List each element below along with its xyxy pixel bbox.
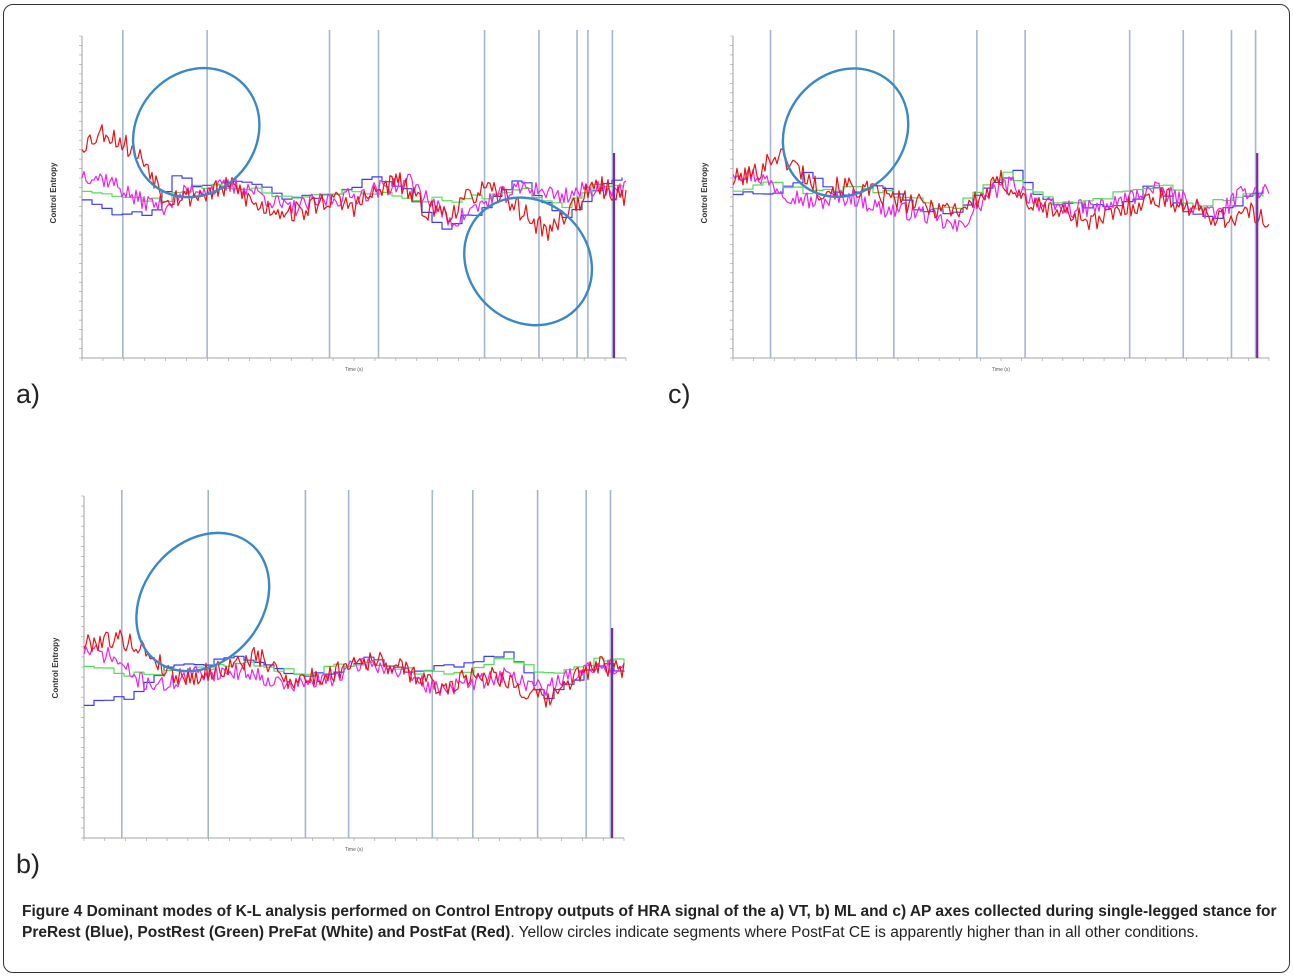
x-axis-label: Time (s): [992, 367, 1010, 373]
series-line-postfat: [732, 148, 1270, 231]
caption-bold: Figure 4 Dominant modes of K-L analysis …: [22, 903, 1277, 941]
annotation-circle: [131, 66, 261, 199]
panel-c-chart: Control Entropy Time (s): [689, 28, 1281, 382]
panel-a-chart: Control Entropy Time (s): [38, 28, 642, 382]
y-axis-label: Control Entropy: [700, 162, 709, 223]
x-axis-label: Time (s): [345, 367, 363, 373]
series-line-prefat: [81, 170, 627, 228]
annotation-circle: [463, 196, 594, 327]
series-line-prefat: [732, 167, 1270, 232]
panel-b-svg: Control Entropy Time (s): [51, 490, 625, 853]
panel-b-chart: Control Entropy Time (s): [34, 488, 636, 860]
panel-c-label: c): [668, 379, 691, 409]
figure-frame: Control Entropy Time (s) a) Control Entro…: [3, 4, 1290, 973]
figure-caption: Figure 4 Dominant modes of K-L analysis …: [22, 901, 1280, 943]
series-line-postfat: [81, 124, 627, 241]
series-line-postfat: [83, 629, 625, 708]
annotation-circle: [135, 531, 271, 673]
annotation-circle: [781, 67, 910, 198]
panel-b-label: b): [16, 849, 41, 879]
panel-a-svg: Control Entropy Time (s): [49, 30, 627, 373]
caption-rest: . Yellow circles indicate segments where…: [510, 924, 1199, 941]
panel-c-svg: Control Entropy Time (s): [700, 30, 1270, 373]
panel-a-label: a): [16, 379, 41, 409]
y-axis-label: Control Entropy: [51, 637, 60, 698]
y-axis-label: Control Entropy: [49, 162, 58, 223]
series-line-prerest: [84, 651, 625, 706]
x-axis-label: Time (s): [345, 847, 363, 853]
